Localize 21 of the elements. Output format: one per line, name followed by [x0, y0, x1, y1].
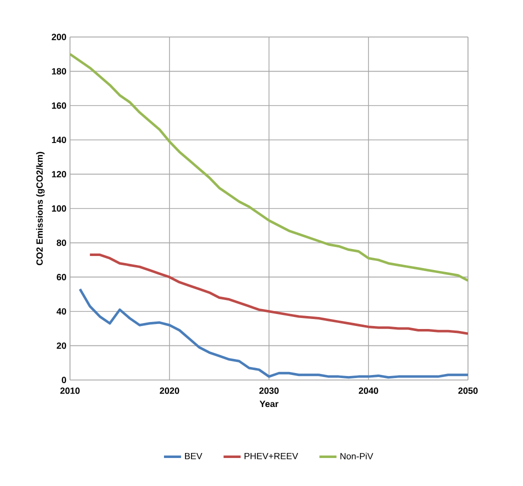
x-tick-label: 2030 [259, 388, 279, 394]
y-tick-label: 0 [62, 376, 66, 384]
y-tick-label: 20 [56, 342, 66, 349]
legend-label: Non-PiV [340, 452, 374, 460]
y-axis-title: CO2 Emissions (gCO2/km) [36, 152, 45, 266]
y-tick-label: 60 [56, 274, 66, 280]
y-tick-label: 80 [56, 240, 66, 246]
y-tick-label: 200 [52, 34, 66, 40]
y-tick-label: 160 [52, 102, 66, 109]
x-tick-label: 2010 [60, 388, 80, 394]
y-tick-label: 120 [52, 171, 66, 178]
x-tick-label: 2020 [160, 388, 180, 394]
y-tick-label: 140 [52, 136, 66, 144]
legend-label: BEV [185, 452, 202, 460]
x-axis-title: Year [260, 400, 278, 408]
legend-label: PHEV+REEV [244, 452, 298, 460]
y-tick-label: 180 [52, 68, 66, 74]
x-tick-label: 2040 [358, 388, 378, 394]
y-tick-label: 40 [56, 308, 66, 315]
x-tick-label: 2050 [458, 388, 478, 394]
y-tick-label: 100 [52, 205, 66, 212]
